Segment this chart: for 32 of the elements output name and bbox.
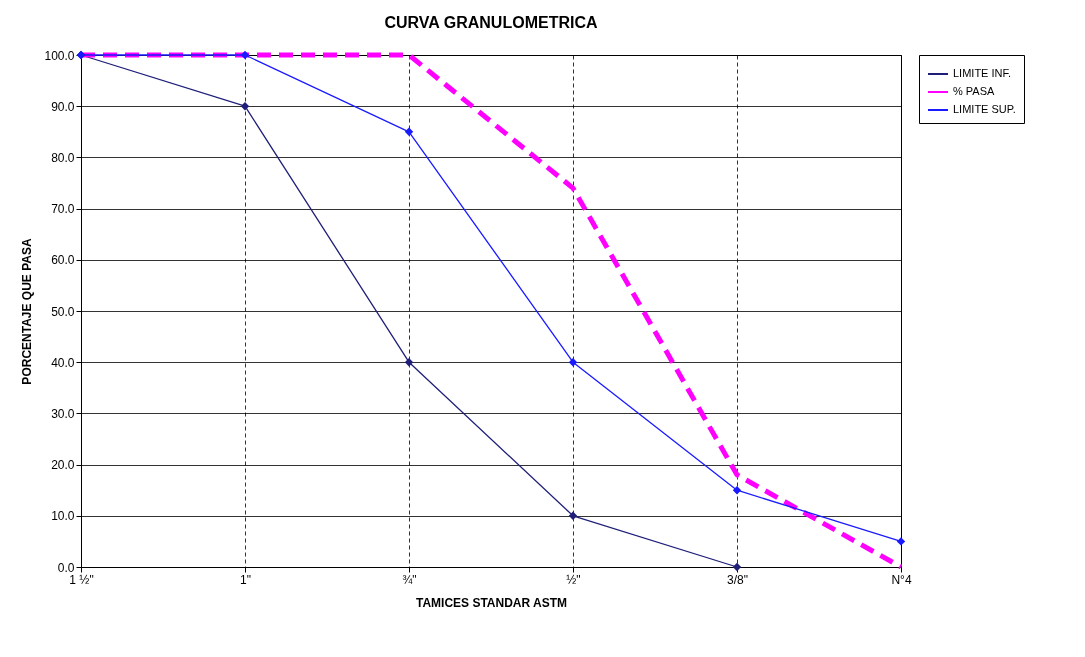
- point: [732, 486, 742, 495]
- legend-label: % PASA: [953, 85, 996, 97]
- point: [404, 127, 414, 136]
- point: [568, 358, 578, 367]
- y-tick-label: 80.0: [51, 150, 75, 165]
- y-tick-label: 0.0: [57, 560, 75, 575]
- x-tick-label: 3/8": [727, 572, 748, 587]
- y-tick-label: 10.0: [51, 509, 75, 524]
- point: [896, 537, 906, 546]
- y-tick-label: 40.0: [51, 355, 75, 370]
- point: [568, 511, 578, 520]
- legend-label: LIMITE SUP.: [953, 103, 1016, 115]
- point: [732, 562, 742, 572]
- y-tick-label: 30.0: [51, 406, 75, 421]
- x-tick-label: 1": [240, 572, 251, 587]
- x-tick-label: ½": [566, 572, 581, 587]
- legend-label: LIMITE INF.: [953, 67, 1012, 79]
- point: [404, 358, 414, 367]
- y-tick-label: 70.0: [51, 202, 75, 217]
- x-tick-label: ¾": [402, 572, 417, 587]
- y-axis-title: PORCENTAJE QUE PASA: [20, 238, 35, 385]
- chart-title: CURVA GRANULOMETRICA: [384, 14, 598, 31]
- y-tick-label: 90.0: [51, 99, 75, 114]
- x-tick-label: 1 ½": [69, 572, 94, 587]
- point: [240, 102, 250, 111]
- y-tick-label: 50.0: [51, 304, 75, 319]
- y-tick-label: 100.0: [44, 48, 75, 63]
- point: [240, 50, 250, 60]
- x-tick-label: N°4: [891, 572, 912, 587]
- y-tick-label: 20.0: [51, 458, 75, 473]
- x-axis-title: TAMICES STANDAR ASTM: [415, 595, 568, 610]
- y-tick-label: 60.0: [51, 253, 75, 268]
